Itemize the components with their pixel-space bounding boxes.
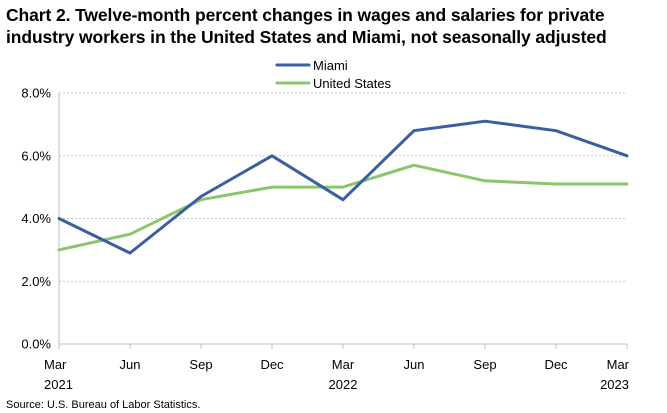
chart-title: Chart 2. Twelve-month percent changes in… (6, 4, 661, 48)
x-year-label-4: 2022 (329, 377, 358, 392)
legend-label-united-states: United States (313, 76, 392, 91)
x-tick-label-6: Sep (473, 357, 496, 372)
x-tick-label-8: Mar (607, 357, 630, 372)
x-year-label-8: 2023 (600, 377, 629, 392)
x-tick-label-0: Mar (44, 357, 67, 372)
x-year-label-0: 2021 (44, 377, 73, 392)
legend-label-miami: Miami (313, 58, 348, 73)
x-tick-label-4: Mar (332, 357, 355, 372)
y-tick-label-3: 6.0% (21, 148, 51, 163)
x-tick-label-2: Sep (189, 357, 212, 372)
chart-title-line-1: Chart 2. Twelve-month percent changes in… (6, 5, 605, 25)
series-line-united-states (57, 163, 629, 252)
chart-title-line-2: industry workers in the United States an… (6, 27, 607, 47)
y-tick-label-2: 4.0% (21, 211, 51, 226)
y-tick-label-4: 8.0% (21, 86, 51, 101)
y-tick-label-1: 2.0% (21, 274, 51, 289)
x-tick-label-1: Jun (120, 357, 141, 372)
x-tick-label-5: Jun (404, 357, 425, 372)
x-tick-label-7: Dec (544, 357, 568, 372)
x-tick-label-3: Dec (260, 357, 284, 372)
source-note: Source: U.S. Bureau of Labor Statistics. (6, 399, 201, 411)
series-line-miami (57, 119, 629, 255)
y-tick-label-0: 0.0% (21, 337, 51, 352)
